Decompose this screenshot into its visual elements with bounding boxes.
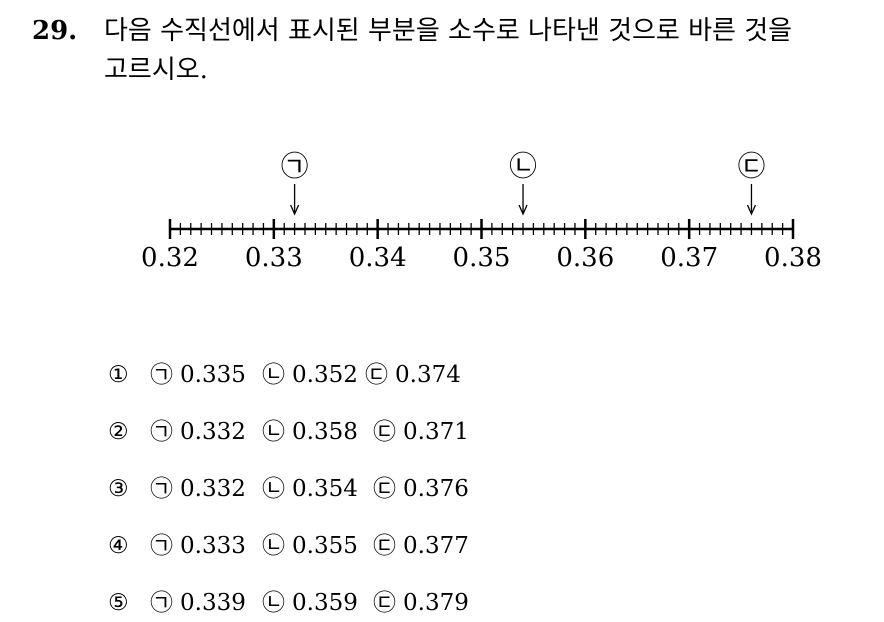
tick-label: 0.35	[453, 243, 511, 273]
choice-value: 0.371	[403, 419, 469, 445]
choice-value: 0.358	[292, 419, 358, 445]
choice-value: 0.352	[292, 362, 358, 388]
choice-mark: ㉠	[150, 362, 173, 388]
choice-mark: ㉢	[365, 362, 388, 388]
choice-mark: ㉠	[150, 476, 173, 502]
choice-number: ①	[108, 362, 129, 388]
choice-value: 0.354	[292, 476, 358, 502]
choice-mark: ㉠	[150, 590, 173, 616]
choice-mark: ㉡	[262, 476, 285, 502]
choice-number: ②	[108, 419, 129, 445]
choice-mark: ㉡	[262, 590, 285, 616]
choice-number: ⑤	[108, 590, 129, 616]
marker-label: ㉡	[509, 150, 537, 183]
choice-mark: ㉢	[373, 533, 396, 559]
choice-value: 0.332	[180, 419, 246, 445]
choice-mark: ㉠	[150, 533, 173, 559]
tick-label: 0.38	[764, 243, 822, 273]
tick-label: 0.36	[556, 243, 614, 273]
question-number: 29.	[32, 16, 77, 46]
choice-value: 0.355	[292, 533, 358, 559]
marker-label: ㉢	[737, 150, 765, 183]
arrow-head	[290, 204, 300, 216]
choice-value: 0.377	[403, 533, 469, 559]
marker-label: ㉠	[281, 150, 309, 183]
choice-number: ③	[108, 476, 129, 502]
choice-value: 0.339	[180, 590, 246, 616]
choice-value: 0.332	[180, 476, 246, 502]
choice-mark: ㉢	[373, 476, 396, 502]
arrow-head	[746, 204, 757, 216]
choice-mark: ㉢	[373, 419, 396, 445]
tick-label: 0.37	[660, 243, 718, 273]
choice-value: 0.359	[292, 590, 358, 616]
choice-number: ④	[108, 533, 129, 559]
choice-mark: ㉠	[150, 419, 173, 445]
choice-mark: ㉡	[262, 419, 285, 445]
choice-value: 0.379	[403, 590, 469, 616]
choice-mark: ㉡	[262, 533, 285, 559]
tick-label: 0.32	[141, 243, 199, 273]
tick-label: 0.33	[245, 243, 303, 273]
choice-mark: ㉢	[373, 590, 396, 616]
question-line: 고르시오.	[104, 55, 208, 85]
choice-value: 0.374	[395, 362, 461, 388]
choice-value: 0.335	[180, 362, 246, 388]
choice-mark: ㉡	[262, 362, 285, 388]
choice-value: 0.376	[403, 476, 469, 502]
question-line: 다음 수직선에서 표시된 부분을 소수로 나타낸 것으로 바른 것을	[104, 16, 792, 46]
choice-value: 0.333	[180, 533, 246, 559]
arrow-head	[518, 204, 528, 216]
tick-label: 0.34	[349, 243, 407, 273]
